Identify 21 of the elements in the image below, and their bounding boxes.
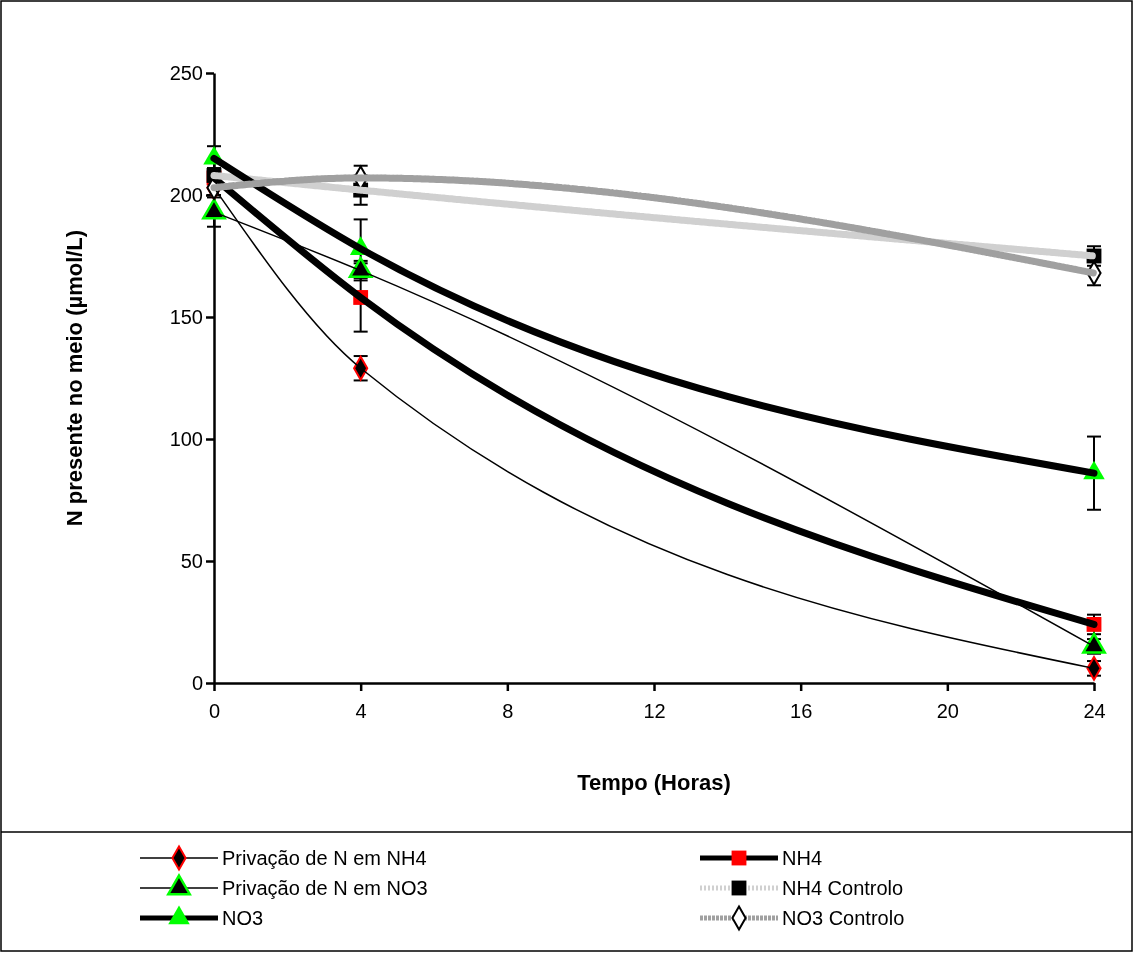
x-tick-label: 8	[502, 700, 514, 722]
y-tick-label: 150	[169, 305, 203, 328]
legend-label: NH4 Controlo	[782, 877, 904, 899]
legend-label: NO3	[222, 907, 264, 929]
legend-label: NO3 Controlo	[782, 907, 905, 929]
y-axis-title: N presente no meio (µmol/L)	[62, 229, 87, 527]
y-tick-label: 100	[169, 427, 203, 450]
legend-label: Privação de N em NH4	[222, 847, 427, 869]
legend-label: NH4	[782, 847, 823, 869]
x-tick-label: 12	[643, 700, 666, 722]
x-tick-label: 16	[790, 700, 813, 722]
y-tick-label: 200	[169, 183, 203, 206]
x-axis-title: Tempo (Horas)	[577, 770, 731, 795]
x-tick-label: 20	[936, 700, 959, 722]
x-tick-label: 24	[1083, 700, 1106, 722]
x-tick-label: 4	[355, 700, 367, 722]
y-tick-label: 250	[169, 61, 203, 84]
y-tick-label: 0	[191, 671, 203, 694]
x-tick-label: 0	[208, 700, 221, 722]
legend-label: Privação de N em NO3	[222, 877, 428, 899]
y-tick-label: 50	[180, 549, 203, 572]
